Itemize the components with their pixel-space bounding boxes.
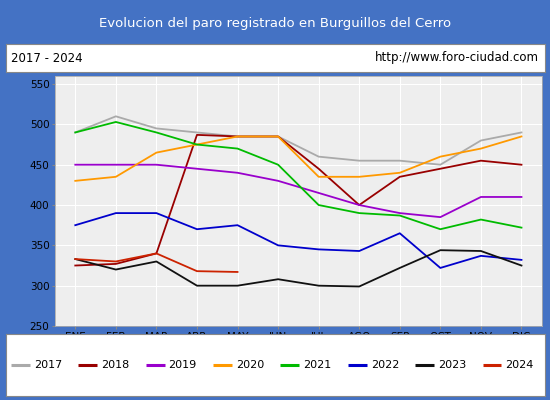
Text: 2019: 2019 [168,360,197,370]
Text: 2021: 2021 [303,360,332,370]
Text: 2017: 2017 [34,360,62,370]
Text: 2017 - 2024: 2017 - 2024 [11,52,82,64]
Text: Evolucion del paro registrado en Burguillos del Cerro: Evolucion del paro registrado en Burguil… [99,18,451,30]
Text: http://www.foro-ciudad.com: http://www.foro-ciudad.com [375,52,539,64]
Text: 2023: 2023 [438,360,466,370]
Text: 2018: 2018 [101,360,129,370]
Text: 2020: 2020 [236,360,264,370]
Text: 2024: 2024 [505,360,534,370]
Text: 2022: 2022 [371,360,399,370]
